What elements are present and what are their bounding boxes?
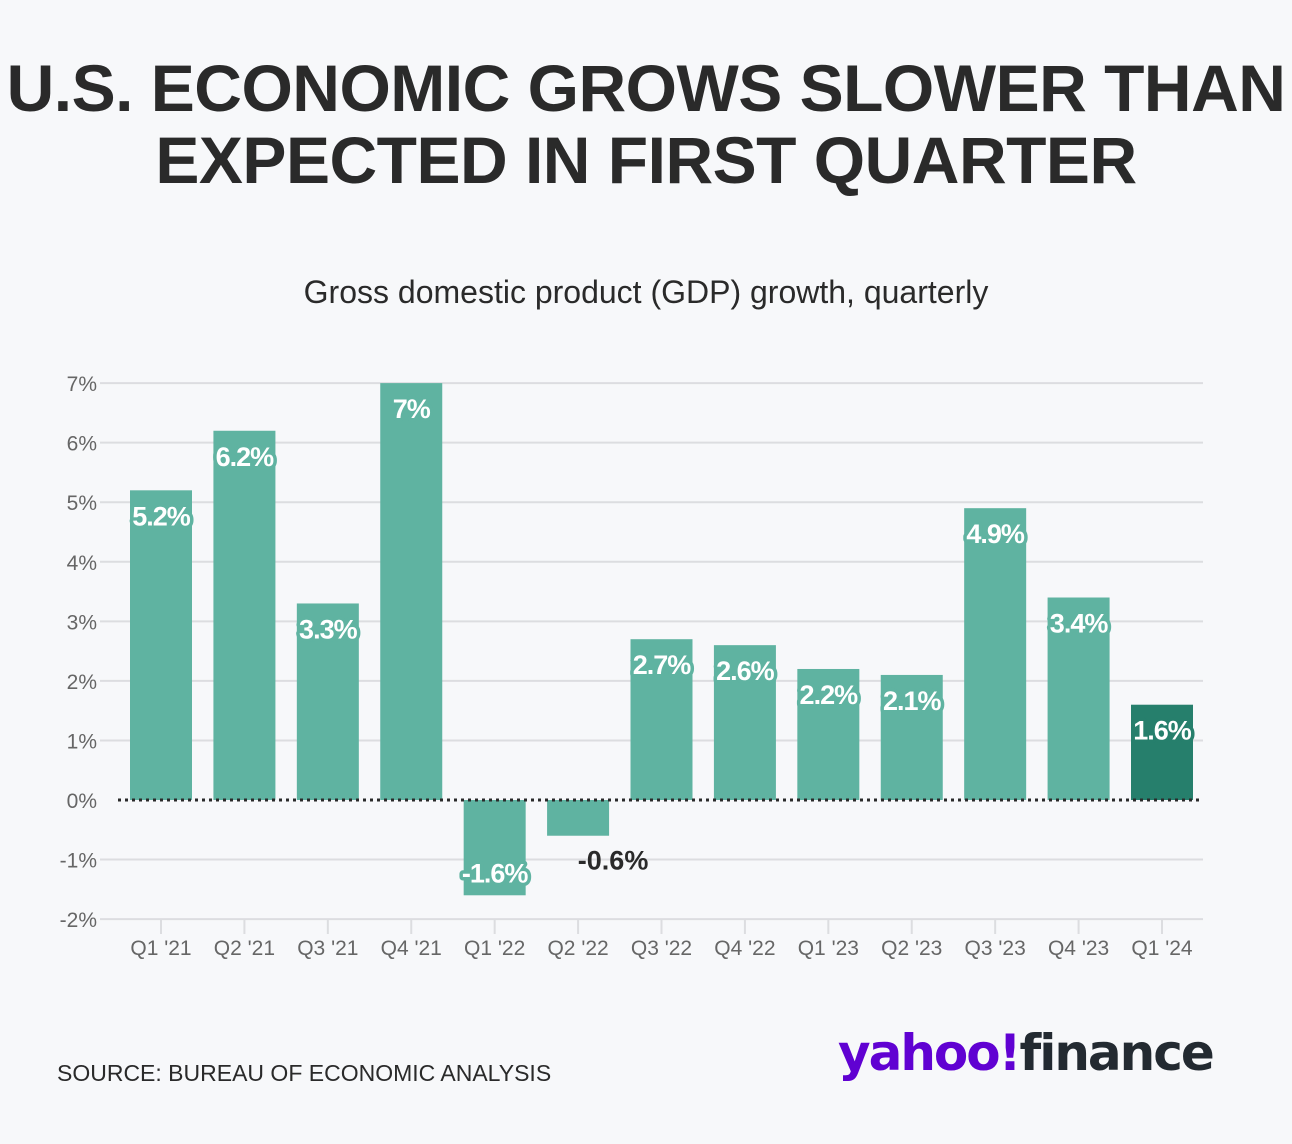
chart-subtitle: Gross domestic product (GDP) growth, qua… — [303, 274, 989, 310]
x-tick-label: Q2 '23 — [881, 937, 942, 960]
bar — [130, 490, 192, 800]
bar — [380, 383, 443, 800]
y-tick-label: 2% — [67, 671, 97, 694]
chart-title: U.S. ECONOMIC GROWS SLOWER THAN EXPECTED… — [6, 51, 1286, 197]
data-label: 5.2% — [132, 501, 191, 531]
x-tick-label: Q2 '21 — [214, 937, 275, 960]
bar — [463, 800, 526, 896]
bar — [797, 668, 860, 800]
data-label: 3.4% — [1050, 609, 1109, 639]
data-label: 2.1% — [883, 686, 942, 716]
logo-finance: finance — [1019, 1024, 1214, 1082]
source-note: SOURCE: BUREAU OF ECONOMIC ANALYSIS — [57, 1060, 552, 1086]
bar — [1047, 597, 1110, 800]
y-tick-label: -2% — [60, 909, 97, 932]
yahoo-finance-logo: yahoo!finance — [838, 1024, 1215, 1082]
x-tick-label: Q1 '24 — [1131, 937, 1193, 960]
data-label: 6.2% — [216, 442, 275, 472]
data-label: 2.6% — [716, 656, 775, 686]
bar — [547, 800, 610, 836]
y-tick-label: 0% — [67, 790, 97, 813]
data-label: 2.2% — [800, 680, 859, 710]
bar — [630, 639, 693, 800]
logo-yahoo: yahoo! — [838, 1024, 1021, 1082]
x-tick-label: Q1 '23 — [798, 937, 859, 960]
data-label: 4.9% — [966, 519, 1025, 549]
x-tick-label: Q3 '21 — [297, 937, 358, 960]
x-tick-label: Q2 '22 — [547, 937, 608, 960]
data-label: 3.3% — [299, 614, 358, 644]
bar — [880, 674, 943, 800]
x-tick-label: Q4 '23 — [1048, 937, 1109, 960]
bar-chart: 7% 6% 5% 4% 3% 2% 1% 0% -1% -2% Q1 '21 Q2 '21 Q3 '21… — [60, 373, 1203, 960]
x-tick-label: Q4 '21 — [381, 937, 442, 960]
bar — [296, 603, 359, 800]
y-tick-label: 6% — [67, 433, 97, 456]
data-label: 1.6% — [1133, 716, 1192, 746]
bar — [713, 645, 776, 800]
data-label: 7% — [393, 394, 431, 424]
data-label: 2.7% — [633, 650, 692, 680]
y-tick-label: 1% — [67, 730, 97, 753]
y-tick-label: 7% — [67, 373, 97, 396]
x-tick-label: Q3 '22 — [631, 937, 692, 960]
y-tick-label: 3% — [67, 611, 97, 634]
y-tick-label: 4% — [67, 552, 97, 575]
x-tick-label: Q1 '22 — [464, 937, 525, 960]
data-label: -0.6% — [578, 846, 649, 876]
bar — [964, 508, 1027, 800]
x-tick-label: Q1 '21 — [130, 937, 191, 960]
bar — [1131, 704, 1193, 800]
bar — [213, 430, 276, 800]
y-tick-label: -1% — [60, 850, 97, 873]
data-label: -1.6% — [462, 858, 529, 888]
x-tick-label: Q3 '23 — [965, 937, 1026, 960]
y-tick-label: 5% — [67, 492, 97, 515]
x-tick-label: Q4 '22 — [714, 937, 775, 960]
